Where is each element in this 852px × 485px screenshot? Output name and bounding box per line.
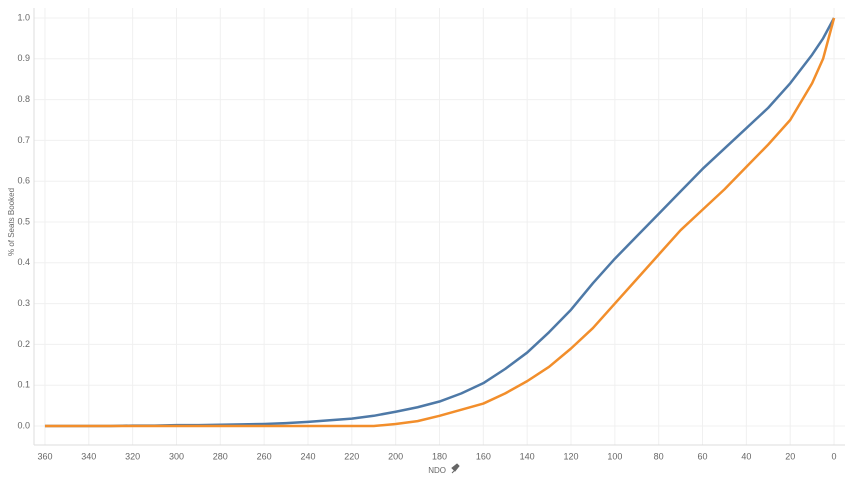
x-tick-label: 180 <box>432 451 447 461</box>
x-tick-label: 120 <box>563 451 578 461</box>
y-tick-label: 0.6 <box>17 176 30 186</box>
series-line <box>44 17 836 428</box>
y-tick-label: 0.5 <box>17 216 30 226</box>
x-tick-label: 60 <box>698 451 708 461</box>
x-tick-label: 20 <box>785 451 795 461</box>
y-axis-title: % of Seats Booked <box>7 188 16 256</box>
x-tick-label: 80 <box>654 451 664 461</box>
x-tick-label: 140 <box>520 451 535 461</box>
x-tick-label: 0 <box>832 451 837 461</box>
x-tick-label: 40 <box>741 451 751 461</box>
x-tick-label: 360 <box>37 451 52 461</box>
x-tick-label: 280 <box>213 451 228 461</box>
y-tick-label: 0.8 <box>17 94 30 104</box>
x-tick-label: 300 <box>169 451 184 461</box>
x-tick-label: 220 <box>344 451 359 461</box>
x-tick-label: 340 <box>81 451 96 461</box>
y-tick-label: 0.3 <box>17 298 30 308</box>
y-tick-label: 0.4 <box>17 257 30 267</box>
y-tick-label: 0.1 <box>17 380 30 390</box>
x-tick-label: 260 <box>257 451 272 461</box>
x-tick-label: 200 <box>388 451 403 461</box>
x-axis-title: NDO <box>428 466 446 475</box>
y-tick-label: 1.0 <box>17 12 30 22</box>
y-tick-label: 0.2 <box>17 339 30 349</box>
y-tick-label: 0.7 <box>17 135 30 145</box>
x-tick-label: 160 <box>476 451 491 461</box>
y-tick-label: 0.9 <box>17 53 30 63</box>
x-tick-label: 320 <box>125 451 140 461</box>
pin-icon <box>451 463 460 474</box>
x-tick-label: 100 <box>607 451 622 461</box>
x-tick-label: 240 <box>300 451 315 461</box>
y-tick-label: 0.0 <box>17 420 30 430</box>
